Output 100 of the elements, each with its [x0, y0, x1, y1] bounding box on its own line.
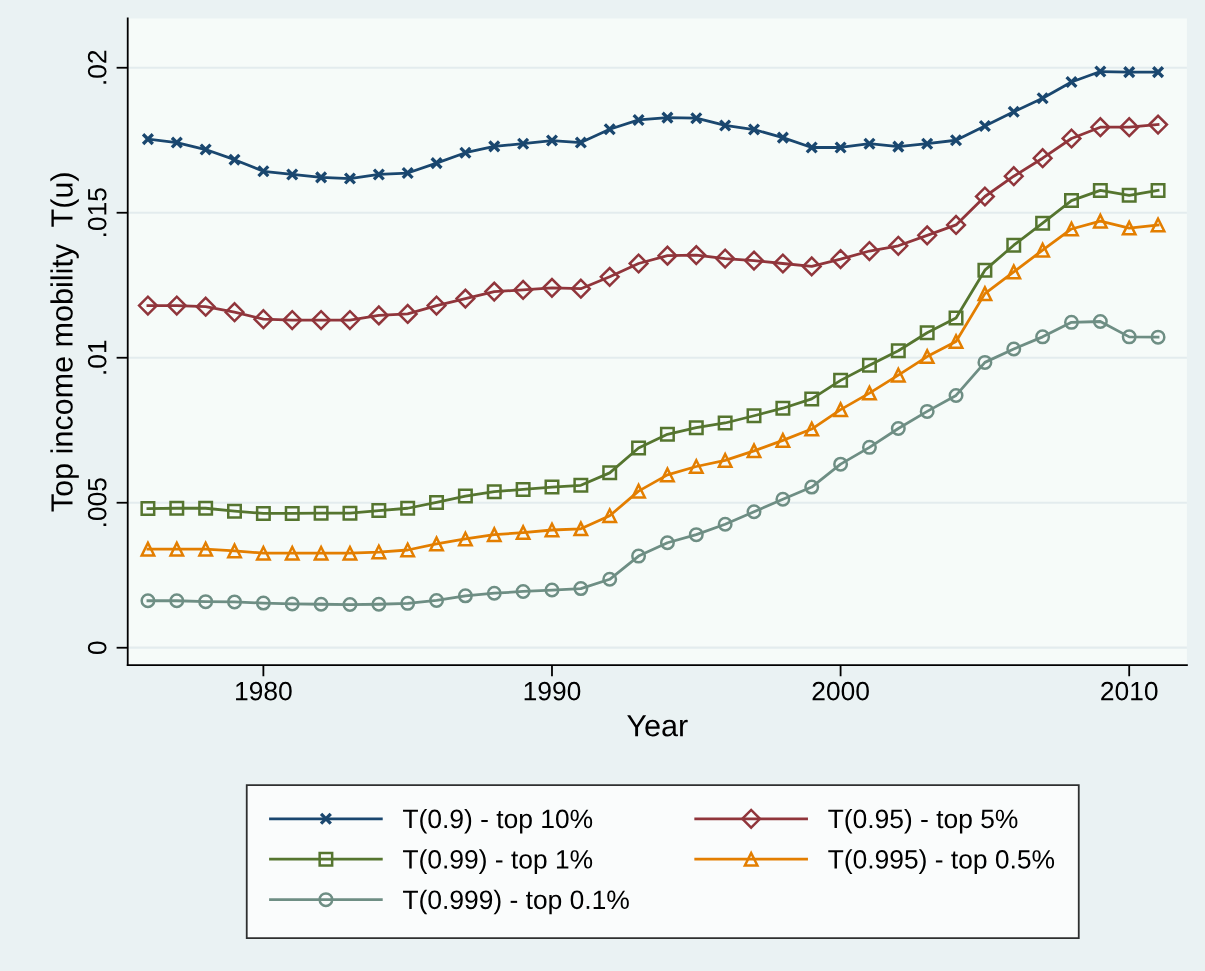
- point: [397, 303, 418, 325]
- point: [1063, 314, 1079, 330]
- point: [311, 309, 332, 331]
- point: [1035, 215, 1051, 231]
- point: [1122, 65, 1136, 79]
- point: [515, 583, 531, 599]
- point: [1150, 329, 1166, 345]
- point: [515, 481, 531, 497]
- point: [833, 372, 849, 388]
- point: [861, 357, 877, 373]
- point: [169, 541, 185, 557]
- point: [574, 136, 588, 150]
- point: [573, 477, 589, 493]
- point: [541, 277, 563, 298]
- point: [632, 113, 646, 127]
- point: [1121, 220, 1137, 236]
- point: [169, 500, 185, 516]
- point: [1063, 221, 1079, 237]
- point: [195, 296, 216, 317]
- point: [746, 504, 762, 520]
- point: [948, 387, 964, 403]
- legend-label: T(0.95) - top 5%: [828, 808, 1018, 834]
- point: [833, 456, 849, 472]
- point: [284, 596, 300, 612]
- point: [1003, 166, 1024, 187]
- point: [888, 235, 909, 256]
- point: [371, 596, 387, 612]
- point: [974, 186, 995, 207]
- point: [1150, 182, 1166, 198]
- point: [949, 133, 963, 147]
- y-tick-label: .01: [87, 340, 107, 374]
- y-tick-label: 0: [87, 641, 107, 655]
- point: [199, 143, 213, 157]
- point: [688, 458, 704, 474]
- point: [224, 302, 245, 323]
- point: [746, 443, 762, 459]
- point: [977, 262, 993, 278]
- point: [1035, 329, 1051, 345]
- point: [227, 594, 243, 610]
- point: [426, 295, 447, 316]
- point: [544, 582, 560, 598]
- point: [198, 500, 214, 516]
- point: [486, 484, 502, 500]
- point: [948, 310, 964, 326]
- point: [1090, 117, 1111, 138]
- point: [631, 483, 647, 499]
- point: [890, 367, 906, 383]
- point: [140, 501, 156, 517]
- point: [602, 571, 618, 587]
- point: [776, 131, 790, 145]
- point: [284, 505, 300, 521]
- point: [890, 421, 906, 436]
- point: [919, 325, 935, 341]
- legend-label: T(0.995) - top 0.5%: [828, 849, 1055, 874]
- point: [342, 545, 358, 561]
- point: [1092, 213, 1108, 229]
- point: [631, 440, 647, 456]
- point: [801, 256, 822, 277]
- point: [170, 136, 184, 150]
- point: [891, 140, 905, 154]
- point: [486, 527, 502, 543]
- point: [660, 111, 674, 125]
- point: [342, 597, 358, 613]
- point: [515, 525, 531, 541]
- point: [166, 295, 187, 316]
- point: [1151, 65, 1165, 79]
- point: [1092, 182, 1108, 198]
- point: [945, 214, 967, 236]
- point: [1063, 193, 1079, 209]
- point: [977, 286, 993, 302]
- point: [628, 253, 649, 274]
- legend-label: T(0.999) - top 0.1%: [403, 889, 629, 915]
- point: [746, 408, 762, 424]
- point: [919, 349, 935, 365]
- point: [227, 153, 242, 167]
- point: [227, 503, 243, 519]
- point: [400, 500, 416, 516]
- y-tick-label: .005: [87, 478, 107, 527]
- point: [430, 156, 444, 170]
- point: [457, 531, 473, 547]
- point: [920, 137, 934, 151]
- legend-label: T(0.99) - top 1%: [403, 849, 593, 874]
- x-tick-label: 2010: [1101, 681, 1158, 701]
- point: [689, 111, 703, 125]
- point: [717, 415, 733, 431]
- point: [573, 521, 589, 537]
- point: [429, 536, 445, 552]
- point: [1119, 117, 1140, 138]
- point: [1032, 148, 1053, 169]
- point: [602, 465, 618, 481]
- point: [198, 594, 214, 610]
- point: [141, 132, 155, 146]
- point: [1007, 105, 1021, 119]
- point: [313, 545, 329, 561]
- point: [804, 421, 820, 437]
- point: [659, 426, 675, 442]
- point: [256, 164, 270, 178]
- point: [603, 122, 617, 136]
- point: [255, 505, 271, 521]
- point: [772, 253, 793, 274]
